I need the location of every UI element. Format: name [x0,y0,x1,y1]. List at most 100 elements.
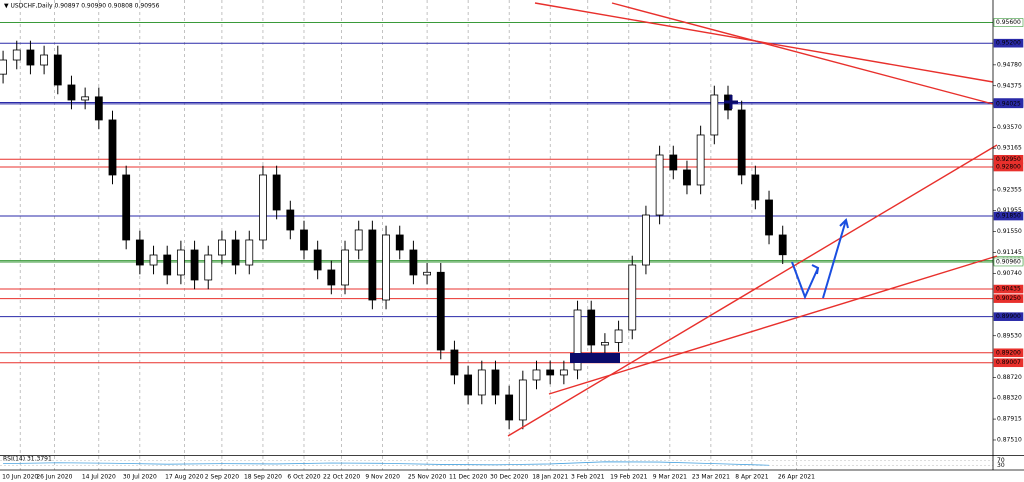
level-label: 0.91850 [996,213,1021,220]
candles [0,40,787,430]
candle-body [94,96,103,121]
x-tick-label: 9 Mar 2021 [653,474,687,481]
candle-body [683,169,691,186]
trend-line [507,144,998,437]
level-label: 0.90250 [996,295,1021,302]
candle-body [53,54,62,86]
arrow-head [811,264,820,275]
x-tick-label: 30 Dec 2020 [490,474,529,481]
x-tick-label: 8 Apr 2021 [735,474,768,481]
candle-body [327,269,336,286]
level-label-box [993,312,1024,321]
trend-line [611,2,994,105]
candle-body [149,254,158,266]
x-tick-label: 17 Aug 2020 [165,474,204,481]
y-tick-label: 0.94780 [997,61,1022,68]
y-tick-label: 0.93165 [997,145,1022,152]
candle-body [559,369,568,376]
candle-body [710,94,719,136]
y-tick-label: 0.87510 [997,436,1022,443]
y-tick-label: 0.87915 [997,416,1022,423]
level-label-box [993,38,1024,48]
level-label: 0.89200 [996,349,1021,356]
candle-body [614,329,623,343]
level-label: 0.90435 [996,286,1021,293]
candle-body [341,249,349,286]
candle-body [450,349,459,376]
level-label-box [993,162,1024,172]
x-tick-label: 25 Nov 2020 [408,474,447,481]
candle-body [108,119,117,176]
x-tick-label: 18 Jan 2021 [532,474,568,481]
candle-body [395,234,404,251]
level-label: 0.89007 [996,359,1021,366]
candle-body [532,369,541,381]
candle-body [505,394,514,421]
candle-body [272,174,281,211]
candle-body [300,229,308,251]
candle-body [354,229,363,251]
candle-body [477,369,486,396]
y-tick-label: 0.94375 [997,82,1022,89]
candle-body [40,54,49,66]
level-label: 0.95600 [996,19,1021,26]
y-tick-label: 0.93570 [997,124,1022,131]
candle-body [135,239,144,266]
x-tick-label: 11 Dec 2020 [449,474,488,481]
candle-body [26,49,35,66]
candle-body [0,59,7,75]
candle-body [204,254,213,281]
candle-body [518,379,527,421]
y-tick-label: 0.91955 [997,207,1022,214]
trend-line [534,2,994,83]
level-label: 0.95200 [996,40,1021,47]
y-tick-label: 0.89530 [997,332,1022,339]
rsi-line [3,461,770,466]
candle-body [423,271,431,276]
level-label-box [993,294,1024,303]
candle-body [409,249,418,276]
candle-body [12,49,21,61]
x-tick-label: 18 Sep 2020 [244,474,282,481]
trend-line [548,255,998,395]
candle-body [122,174,131,241]
level-label-box [993,99,1024,109]
candle-body [464,374,473,396]
x-tick-label: 2 Sep 2020 [205,474,239,481]
candle-body [286,209,295,231]
candle-body [642,214,650,266]
x-tick-label: 30 Jul 2020 [123,474,157,481]
arrow [791,261,819,300]
x-tick-label: 3 Feb 2021 [571,474,605,481]
x-tick-label: 10 Jun 2020 [2,474,38,481]
candle-body [655,154,664,216]
level-label-box [993,284,1024,294]
candle-body [669,154,678,171]
candle-body [491,369,500,396]
y-tick-label: 0.91145 [997,249,1022,256]
level-label: 0.90960 [996,258,1021,265]
candle-body [190,249,199,281]
rsi-title: RSI(14) 31.3791 [3,456,52,463]
candle-body [765,199,773,236]
levels: 0.956000.952000.940500.940250.929500.928… [0,18,1024,368]
rsi-tick-label: 30 [997,462,1005,469]
candle-body [751,174,760,201]
level-label: 0.94025 [996,100,1021,107]
rsi-tick-label: 70 [997,457,1005,464]
candle-body [163,254,172,276]
candle-body [231,239,240,266]
arrow-head [839,218,849,229]
candle-body [573,309,582,371]
candle-body [368,229,377,301]
y-tick-label: 0.91550 [997,228,1022,235]
level-label: 0.92950 [996,156,1021,163]
drawings [507,2,998,437]
candle-body [628,264,637,331]
candle-body [67,84,76,101]
y-tick-label: 0.88720 [997,374,1022,381]
candle-body [245,239,254,266]
level-label-box [993,348,1024,358]
